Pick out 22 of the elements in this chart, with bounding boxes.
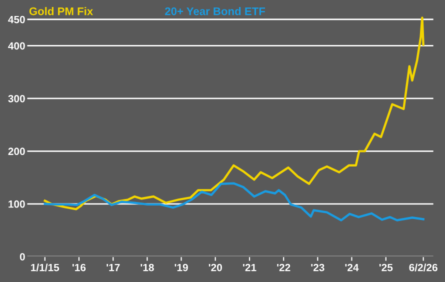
y-tick-label: 100	[8, 200, 25, 208]
x-tick-label: '21	[243, 264, 256, 272]
text: 20+ Year Bond ETF	[165, 7, 266, 16]
x-tick-label: 1/1/15	[31, 264, 60, 272]
line-series	[44, 16, 424, 210]
y-tick-label: 300	[8, 94, 25, 102]
y-tick-label: 200	[8, 148, 25, 156]
x-tick-label: 6/2/26	[409, 264, 438, 272]
y-tick-label: 400	[8, 42, 25, 50]
x-tick-label: '17	[106, 264, 120, 272]
x-tick-label: '20	[208, 264, 222, 272]
x-tick-label: '24	[345, 264, 359, 272]
x-tick-label: '25	[379, 264, 393, 272]
x-tick-label: '23	[311, 264, 324, 272]
line-series	[44, 182, 424, 222]
x-tick-label: '16	[72, 264, 86, 272]
x-tick-label: '19	[174, 264, 188, 272]
x-tick-label: '18	[140, 264, 154, 272]
text: Gold PM Fix	[29, 7, 94, 16]
y-tick-label: 450	[8, 16, 25, 24]
y-tick-label: 0	[20, 253, 25, 260]
x-tick-label: '22	[277, 264, 290, 272]
